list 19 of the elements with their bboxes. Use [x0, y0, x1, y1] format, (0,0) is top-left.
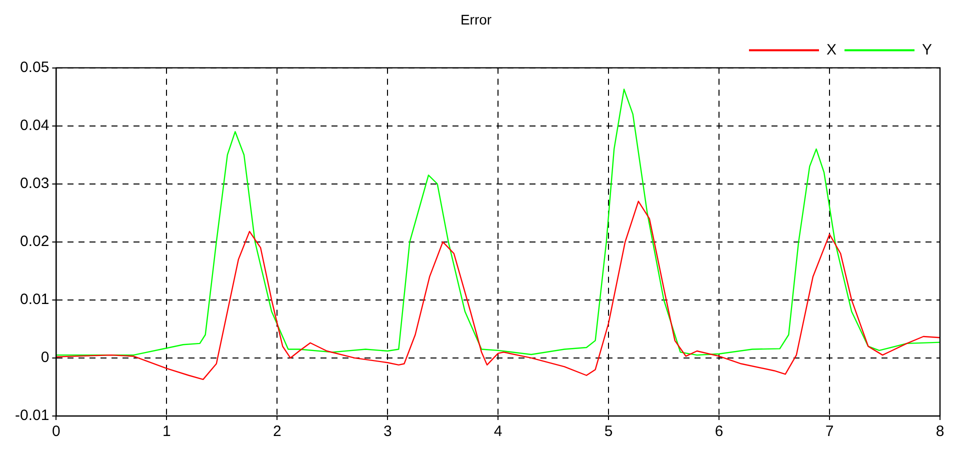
y-tick-label: 0.03 [20, 175, 50, 192]
y-tick-label: -0.01 [14, 407, 50, 424]
y-tick-label: 0.05 [20, 58, 50, 76]
chart-title: Error [460, 11, 492, 28]
y-tick-label: 0 [40, 349, 50, 366]
y-tick-label: 0.01 [20, 291, 50, 308]
legend-label: Y [922, 41, 932, 58]
x-tick-label: 3 [383, 423, 392, 440]
x-tick-label: 1 [162, 423, 171, 440]
x-tick-label: 8 [936, 423, 944, 440]
x-tick-label: 6 [714, 423, 724, 440]
x-tick-label: 5 [604, 423, 613, 440]
y-tick-label: 0.04 [20, 116, 50, 134]
x-tick-label: 0 [52, 423, 60, 440]
x-tick-label: 7 [825, 423, 834, 440]
x-tick-label: 4 [494, 423, 502, 440]
legend-label: X [826, 41, 837, 58]
y-tick-label: 0.02 [20, 233, 50, 250]
x-tick-label: 2 [272, 423, 282, 440]
